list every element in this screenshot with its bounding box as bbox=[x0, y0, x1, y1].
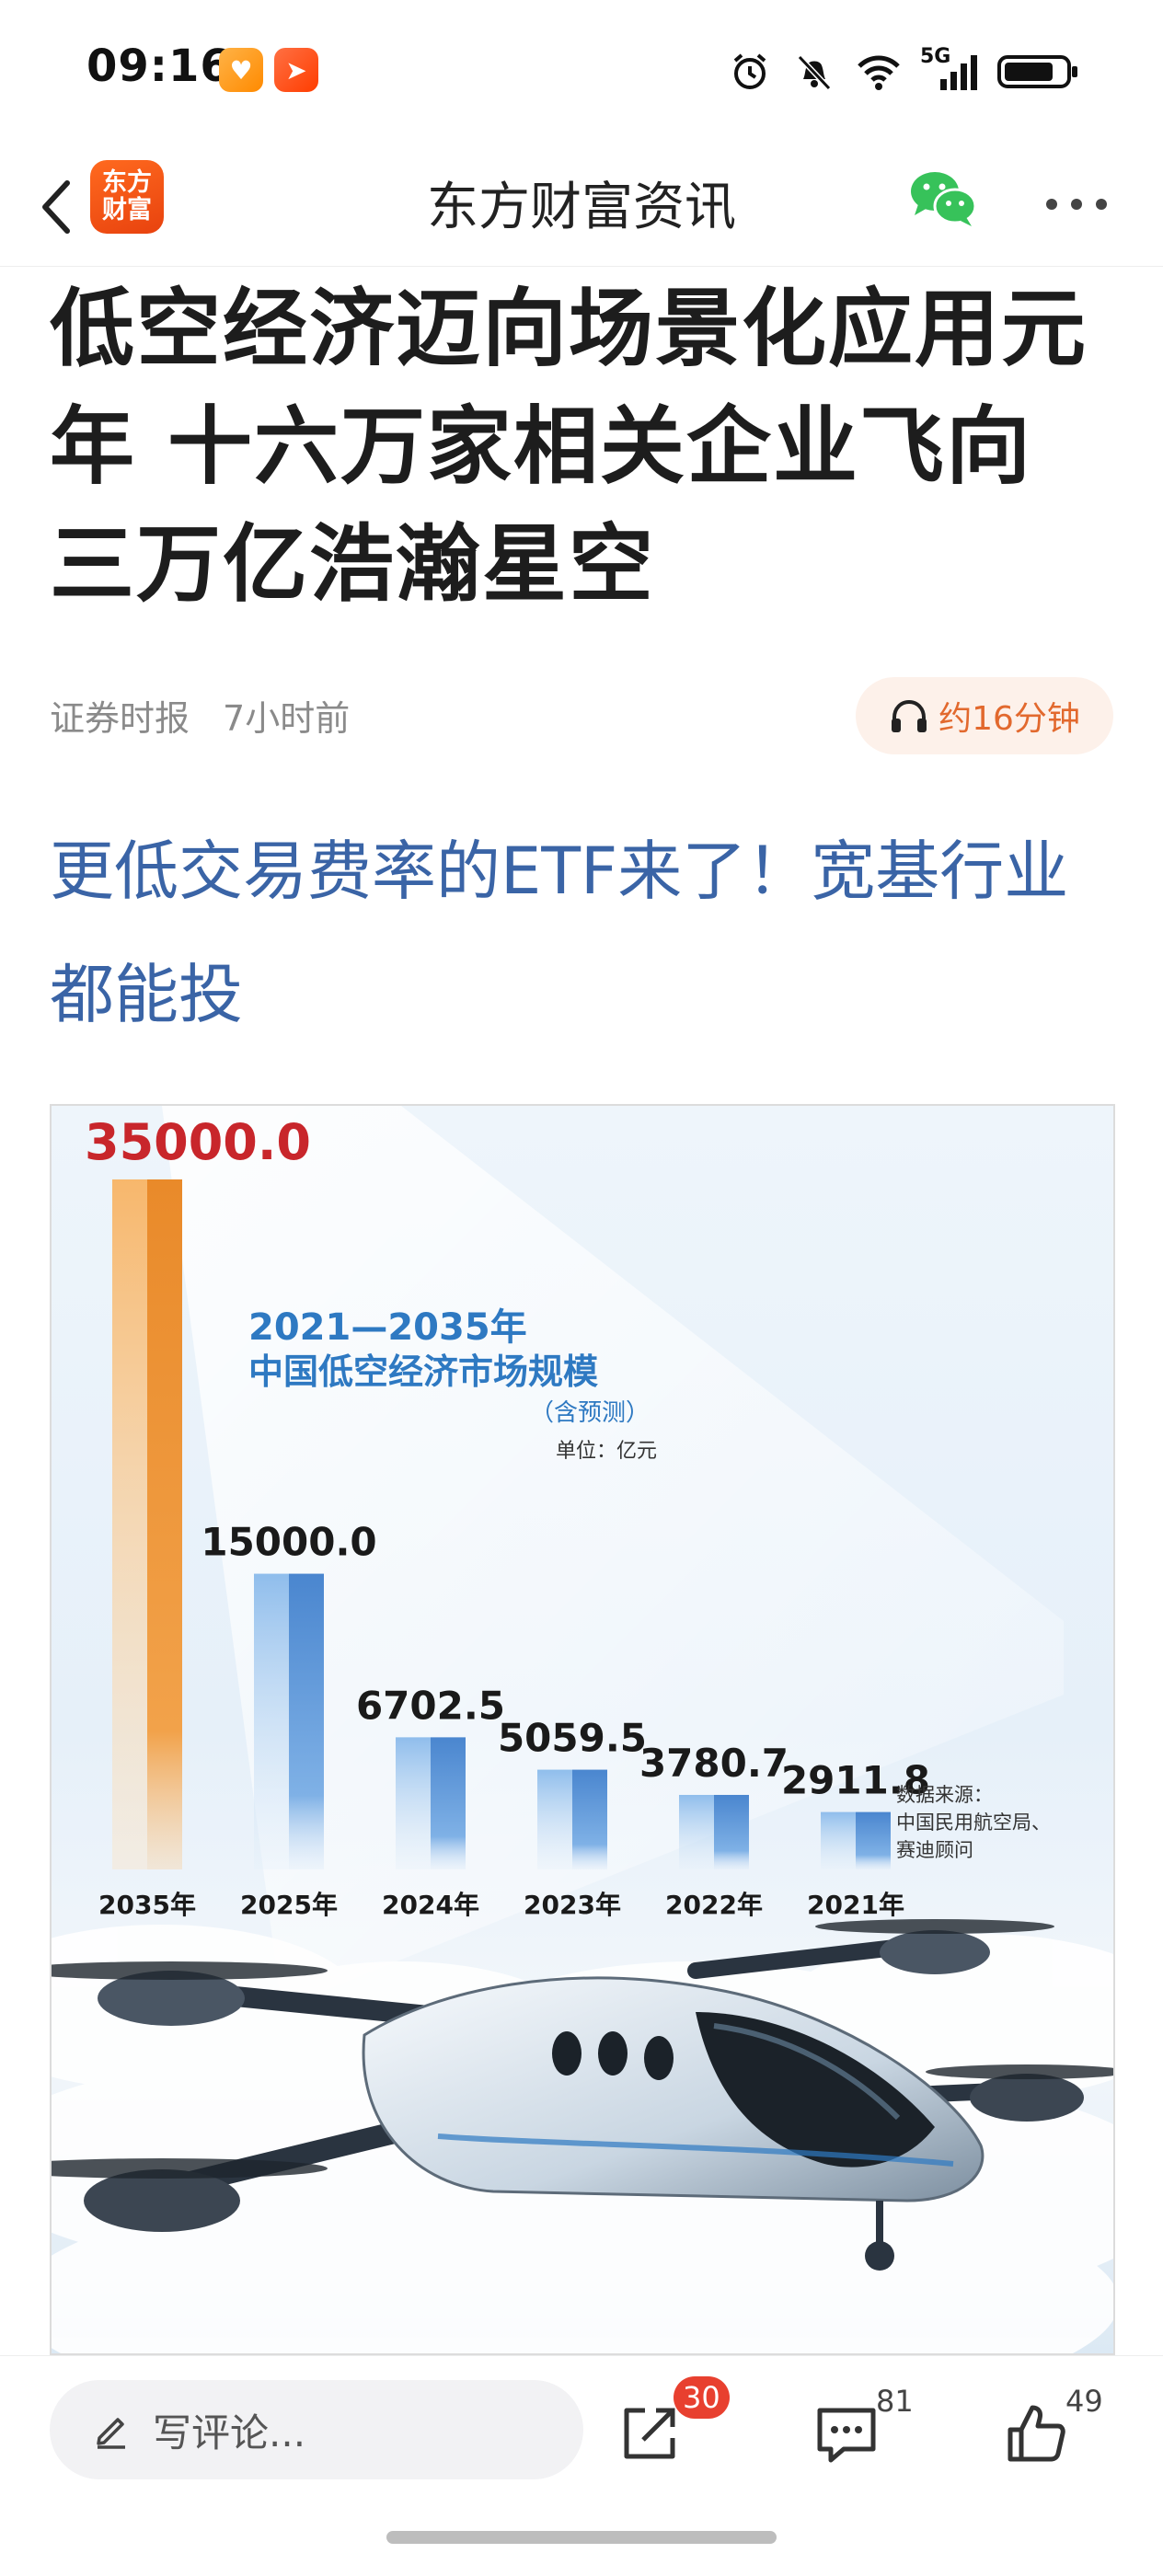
share-count-badge: 30 bbox=[674, 2376, 730, 2419]
bar-value-label-3: 5059.5 bbox=[498, 1716, 647, 1761]
more-icon bbox=[1046, 199, 1107, 210]
status-bar: 09:16 ♥ ➤ 5G bbox=[0, 0, 1163, 138]
data-source-line-2: 中国民用航空局、 bbox=[896, 1811, 1051, 1834]
comment-icon bbox=[817, 2408, 876, 2463]
more-button[interactable] bbox=[1040, 177, 1113, 232]
comments-button[interactable] bbox=[800, 2387, 892, 2479]
evtol-aircraft-illustration bbox=[52, 1919, 1113, 2271]
bar-4 bbox=[679, 1794, 749, 1869]
data-source-line-3: 赛迪顾问 bbox=[896, 1839, 973, 1861]
bars-group: 35000.0 2035年 15000.0 2025年 6702.5 2024年 5059.… bbox=[85, 1113, 930, 1920]
bar-value-label-0: 35000.0 bbox=[85, 1113, 311, 1171]
home-indicator[interactable] bbox=[386, 2531, 777, 2544]
comment-input[interactable]: 写评论... bbox=[50, 2380, 583, 2479]
bar-category-label-3: 2023年 bbox=[524, 1890, 621, 1920]
bar-category-label-2: 2024年 bbox=[382, 1890, 479, 1920]
status-icons: 5G bbox=[727, 44, 1080, 99]
bar-category-label-1: 2025年 bbox=[240, 1890, 338, 1920]
bar-category-label-5: 2021年 bbox=[807, 1890, 904, 1920]
market-size-bar-chart: 35000.0 2035年 15000.0 2025年 6702.5 2024年 5059.… bbox=[52, 1106, 1113, 2353]
battery-icon bbox=[997, 49, 1080, 95]
article-headline: 低空经济迈向场景化应用元年 十六万家相关企业飞向三万亿浩瀚星空 bbox=[50, 280, 1088, 614]
share-icon bbox=[624, 2408, 675, 2459]
wifi-icon bbox=[856, 49, 902, 95]
headphones-icon bbox=[892, 699, 927, 732]
bar-1 bbox=[254, 1573, 324, 1869]
listen-duration: 约16分钟 bbox=[938, 700, 1080, 738]
signal-icon: 5G bbox=[920, 45, 979, 95]
data-source-line-1: 数据来源： bbox=[896, 1784, 993, 1806]
chart-title-line-3: （含预测） bbox=[530, 1399, 650, 1427]
bar-category-label-0: 2035年 bbox=[98, 1890, 196, 1920]
bar-value-label-4: 3780.7 bbox=[639, 1741, 789, 1786]
alarm-icon bbox=[727, 49, 773, 95]
wechat-icon bbox=[911, 172, 977, 226]
bar-3 bbox=[537, 1769, 607, 1869]
send-app-icon: ➤ bbox=[274, 48, 318, 92]
logo-line-2: 财富 bbox=[102, 196, 152, 224]
bar-category-label-4: 2022年 bbox=[665, 1890, 763, 1920]
chart-title-line-2: 中国低空经济市场规模 bbox=[248, 1351, 598, 1392]
comment-count: 81 bbox=[876, 2384, 914, 2419]
chart-title-line-1: 2021—2035年 bbox=[248, 1306, 527, 1349]
mute-icon bbox=[791, 49, 837, 95]
back-button[interactable] bbox=[24, 166, 88, 248]
bar-2 bbox=[396, 1737, 466, 1869]
heart-app-icon: ♥ bbox=[219, 48, 263, 92]
status-time: 09:16 bbox=[86, 40, 232, 92]
bottom-bar: 写评论... 30 81 49 bbox=[0, 2355, 1163, 2576]
bar-value-label-5: 2911.8 bbox=[781, 1758, 930, 1803]
comment-placeholder: 写评论... bbox=[153, 2409, 306, 2455]
chart-unit: 单位：亿元 bbox=[556, 1440, 657, 1463]
bar-value-label-1: 15000.0 bbox=[201, 1520, 376, 1565]
pencil-icon bbox=[97, 2418, 125, 2449]
wechat-share-button[interactable] bbox=[909, 167, 979, 232]
article-meta: 证券时报 7小时前 bbox=[50, 690, 350, 741]
back-icon bbox=[42, 180, 70, 234]
listen-button[interactable]: 约16分钟 bbox=[856, 677, 1113, 754]
like-count: 49 bbox=[1065, 2384, 1103, 2419]
article-source[interactable]: 证券时报 bbox=[50, 698, 190, 739]
light-beam bbox=[162, 1106, 1064, 2007]
share-button[interactable] bbox=[604, 2387, 696, 2479]
bar-value-label-2: 6702.5 bbox=[356, 1683, 505, 1728]
bar-0 bbox=[112, 1179, 182, 1869]
promo-link[interactable]: 更低交易费率的ETF来了！宽基行业都能投 bbox=[50, 834, 1069, 1032]
thumbs-up-icon bbox=[1008, 2405, 1065, 2462]
nav-bar: 东方 财富 东方财富资讯 bbox=[0, 147, 1163, 267]
infographic: 35000.0 2035年 15000.0 2025年 6702.5 2024年 5059.… bbox=[50, 1104, 1115, 2355]
nav-title: 东方财富资讯 bbox=[427, 178, 736, 237]
bar-5 bbox=[821, 1811, 891, 1869]
article-time: 7小时前 bbox=[223, 698, 351, 739]
network-type: 5G bbox=[920, 45, 951, 68]
logo-line-1: 东方 bbox=[102, 168, 152, 197]
like-button[interactable] bbox=[990, 2387, 1082, 2479]
app-logo: 东方 财富 bbox=[90, 160, 164, 234]
